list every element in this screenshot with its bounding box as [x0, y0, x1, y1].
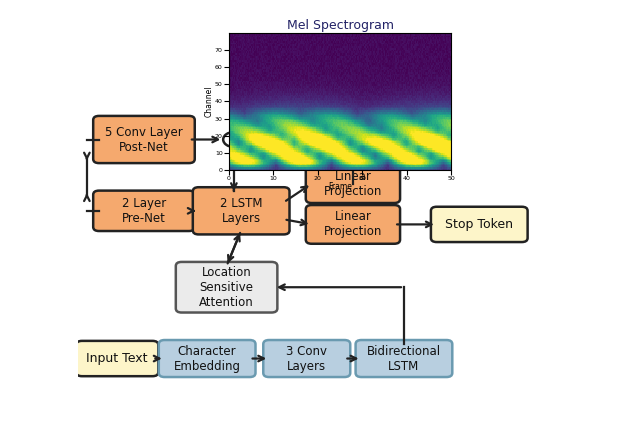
FancyBboxPatch shape	[93, 116, 195, 163]
FancyBboxPatch shape	[306, 205, 400, 244]
Text: 2 LSTM
Layers: 2 LSTM Layers	[220, 197, 263, 225]
FancyBboxPatch shape	[431, 207, 527, 242]
FancyBboxPatch shape	[193, 187, 290, 235]
Text: Location
Sensitive
Attention: Location Sensitive Attention	[199, 266, 254, 309]
Text: Linear
Projection: Linear Projection	[324, 170, 382, 198]
Text: Input Text: Input Text	[87, 352, 148, 365]
Y-axis label: Channel: Channel	[204, 86, 213, 117]
Text: 3 Conv
Layers: 3 Conv Layers	[287, 344, 327, 373]
Text: Bidirectional
LSTM: Bidirectional LSTM	[367, 344, 441, 373]
X-axis label: Frame: Frame	[328, 183, 352, 191]
Text: 2 Layer
Pre-Net: 2 Layer Pre-Net	[122, 197, 166, 225]
FancyBboxPatch shape	[176, 262, 277, 313]
FancyBboxPatch shape	[159, 340, 255, 377]
FancyBboxPatch shape	[306, 164, 400, 203]
Title: Mel Spectrogram: Mel Spectrogram	[287, 19, 394, 32]
Text: 5 Conv Layer
Post-Net: 5 Conv Layer Post-Net	[105, 126, 183, 153]
FancyBboxPatch shape	[356, 340, 452, 377]
Text: Stop Token: Stop Token	[445, 218, 514, 231]
Text: +: +	[227, 131, 241, 149]
Text: Linear
Projection: Linear Projection	[324, 210, 382, 239]
FancyBboxPatch shape	[93, 191, 195, 231]
FancyBboxPatch shape	[263, 340, 350, 377]
Text: Character
Embedding: Character Embedding	[174, 344, 241, 373]
FancyBboxPatch shape	[76, 341, 158, 376]
Circle shape	[223, 132, 245, 147]
